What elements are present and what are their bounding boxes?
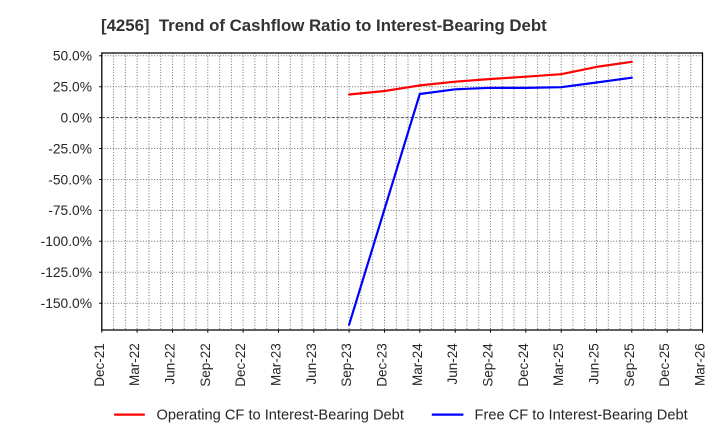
svg-text:Dec-23: Dec-23 [375,343,390,387]
svg-text:Jun-22: Jun-22 [163,343,178,384]
svg-text:Sep-23: Sep-23 [339,343,354,387]
svg-text:Mar-23: Mar-23 [269,343,284,386]
svg-text:-150.0%: -150.0% [41,296,92,311]
svg-text:50.0%: 50.0% [53,49,92,64]
svg-text:0.0%: 0.0% [61,110,92,125]
svg-text:25.0%: 25.0% [53,80,92,95]
svg-text:Mar-25: Mar-25 [551,343,566,386]
svg-text:Mar-26: Mar-26 [693,343,708,386]
svg-text:Free CF to Interest-Bearing De: Free CF to Interest-Bearing Debt [475,407,688,423]
svg-text:Sep-22: Sep-22 [198,343,213,387]
svg-text:[4256] Trend of Cashflow Rati: [4256] Trend of Cashflow Ratio to Intere… [101,16,547,35]
svg-text:Jun-25: Jun-25 [587,343,602,384]
svg-text:Jun-24: Jun-24 [445,343,460,385]
svg-text:Dec-22: Dec-22 [233,343,248,387]
svg-text:-25.0%: -25.0% [48,141,92,156]
svg-text:Dec-24: Dec-24 [516,343,531,387]
svg-text:-75.0%: -75.0% [48,203,92,218]
svg-text:Operating CF to Interest-Beari: Operating CF to Interest-Bearing Debt [157,407,404,423]
svg-text:Jun-23: Jun-23 [304,343,319,384]
svg-text:Mar-24: Mar-24 [410,343,425,386]
svg-text:-50.0%: -50.0% [48,172,92,187]
svg-text:Dec-25: Dec-25 [657,343,672,387]
svg-text:Sep-24: Sep-24 [481,343,496,387]
svg-text:Sep-25: Sep-25 [622,343,637,387]
svg-text:-125.0%: -125.0% [41,265,92,280]
svg-text:-100.0%: -100.0% [41,234,92,249]
svg-text:Dec-21: Dec-21 [92,343,107,387]
svg-text:Mar-22: Mar-22 [127,343,142,386]
